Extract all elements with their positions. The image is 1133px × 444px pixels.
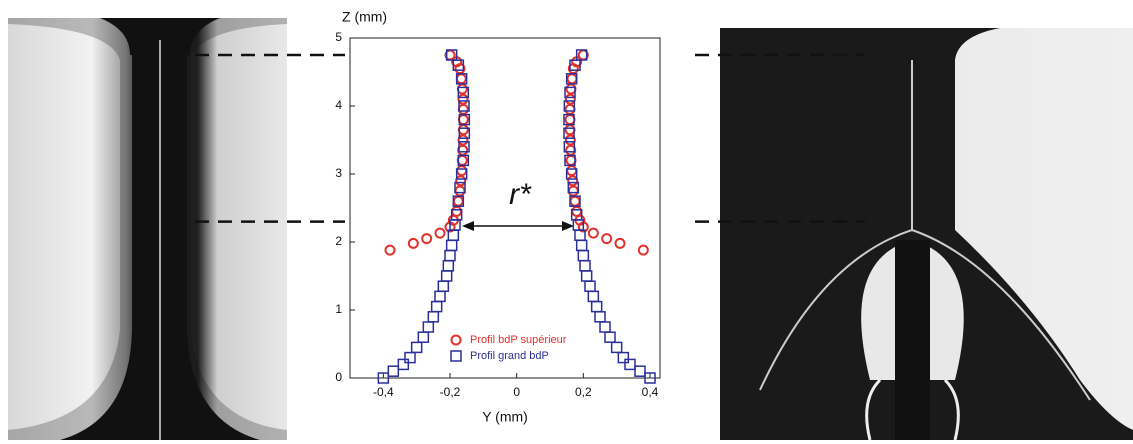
point [458,127,471,139]
point [457,154,470,167]
point [564,154,576,167]
point [587,227,599,239]
point [397,358,410,371]
y-tick-label: 2 [335,234,342,248]
point [457,134,469,146]
point [569,195,581,207]
right-photo [720,28,1133,441]
point [452,59,465,71]
point [458,100,470,112]
point [563,113,575,126]
point [564,134,576,146]
y-tick-label: 4 [335,98,342,112]
point [567,181,580,194]
point [569,59,581,71]
point [454,181,466,194]
point [564,93,576,105]
plot-area [349,37,661,379]
point [455,175,467,187]
point [644,372,656,384]
point [637,244,649,256]
point [452,195,465,207]
point [407,237,419,249]
point [377,372,390,384]
left-photo [8,18,287,440]
point [563,127,575,139]
point [410,341,423,354]
point [387,365,400,377]
annotation: r* [509,178,532,211]
x-axis-label: Y (mm) [482,409,528,425]
point [564,86,576,99]
point [434,227,446,239]
point [458,141,470,153]
point [610,341,623,354]
y-tick-label: 1 [335,302,342,316]
point [458,113,471,126]
point [614,237,626,249]
point [404,351,416,364]
y-tick-label: 3 [335,166,342,180]
r-star-arrow [462,221,574,231]
legend-label: Profil bdP supérieur [470,334,567,346]
legend-marker [450,350,462,362]
point [563,141,576,153]
point [457,93,469,105]
y-tick-label: 5 [335,30,342,44]
point [563,100,576,112]
point [624,358,636,371]
point [565,73,578,85]
x-tick-label: -0,2 [440,385,461,399]
y-axis-label: Z (mm) [342,9,387,25]
point [445,49,458,61]
point [450,209,463,221]
x-tick-label: 0,4 [642,385,659,399]
point [565,168,578,180]
x-tick-label: -0,4 [373,385,394,399]
point [567,175,579,187]
legend-label: Profil grand bdP [470,350,549,362]
x-tick-label: 0,2 [575,385,592,399]
point [601,233,613,245]
point [455,168,468,180]
point [634,365,646,377]
x-tick-label: 0 [513,385,520,399]
point [457,86,470,99]
point [570,209,583,221]
point [575,49,588,61]
y-tick-label: 0 [335,370,342,384]
point [421,233,433,245]
point [455,73,468,85]
point [384,244,396,256]
legend-marker [450,334,462,346]
point [617,351,630,364]
